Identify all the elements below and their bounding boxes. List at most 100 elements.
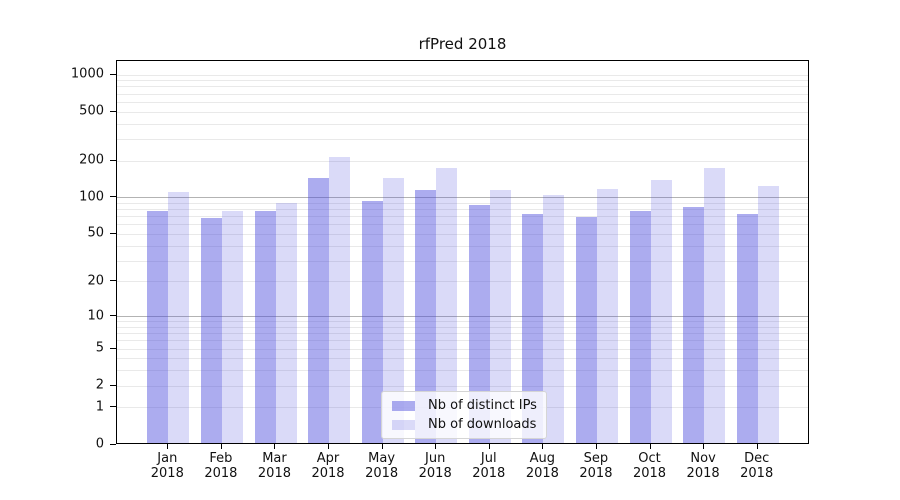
- bar-downloads: [168, 191, 190, 443]
- bar-distinct-ips: [468, 205, 490, 443]
- gridline: [117, 246, 808, 247]
- x-tick: [221, 444, 222, 449]
- y-tick-label: 20: [87, 273, 104, 289]
- y-tick: [110, 385, 116, 386]
- gridline: [117, 216, 808, 217]
- gridline: [117, 281, 808, 282]
- gridline: [117, 333, 808, 334]
- y-tick-label: 1: [95, 399, 104, 415]
- gridline: [117, 80, 808, 81]
- gridline: [117, 358, 808, 359]
- x-tick: [596, 444, 597, 449]
- y-tick: [110, 444, 116, 445]
- bar-distinct-ips: [575, 216, 597, 443]
- x-tick-label: Nov 2018: [686, 451, 720, 481]
- bar-distinct-ips: [308, 177, 329, 443]
- y-tick: [110, 74, 116, 75]
- x-tick-label: May 2018: [365, 451, 399, 481]
- gridline: [117, 327, 808, 328]
- y-tick-label: 0: [95, 436, 104, 452]
- legend-label-downloads: Nb of downloads: [428, 417, 537, 432]
- bar-downloads: [757, 185, 779, 443]
- gridline: [117, 75, 808, 76]
- bar-downloads: [650, 179, 672, 443]
- bar-distinct-ips: [683, 207, 705, 443]
- x-tick: [703, 444, 704, 449]
- bar-downloads: [596, 188, 618, 443]
- gridline: [117, 161, 808, 162]
- gridline-emphasis: [117, 316, 808, 317]
- x-tick-label: Mar 2018: [257, 451, 291, 481]
- bar-distinct-ips: [254, 210, 276, 443]
- legend-item-distinct-ips: Nb of distinct IPs: [392, 398, 537, 413]
- gridline: [117, 349, 808, 350]
- bar-downloads: [382, 178, 404, 443]
- bar-downloads: [704, 168, 726, 443]
- bar-distinct-ips: [736, 214, 758, 443]
- gridline: [117, 124, 808, 125]
- y-tick: [110, 280, 116, 281]
- legend: Nb of distinct IPs Nb of downloads: [381, 391, 547, 439]
- gridline: [117, 234, 808, 235]
- x-tick-label: Dec 2018: [740, 451, 774, 481]
- y-tick: [110, 111, 116, 112]
- legend-item-downloads: Nb of downloads: [392, 417, 536, 432]
- bar-distinct-ips: [415, 190, 437, 443]
- legend-swatch-distinct-ips-icon: [392, 400, 415, 411]
- x-tick: [650, 444, 651, 449]
- gridline: [117, 321, 808, 322]
- x-tick: [542, 444, 543, 449]
- bar-downloads: [221, 210, 243, 443]
- x-tick-label: Jan 2018: [150, 451, 184, 481]
- y-tick-label: 10: [87, 308, 104, 324]
- x-tick-label: Apr 2018: [311, 451, 345, 481]
- x-tick-label: Aug 2018: [525, 451, 559, 481]
- x-tick-label: Oct 2018: [632, 451, 667, 481]
- gridline: [117, 370, 808, 371]
- x-tick: [274, 444, 275, 449]
- y-tick: [110, 160, 116, 161]
- gridline: [117, 112, 808, 113]
- gridline-emphasis: [117, 197, 808, 198]
- gridline: [117, 139, 808, 140]
- x-tick: [382, 444, 383, 449]
- y-tick-label: 200: [79, 152, 104, 168]
- x-tick: [167, 444, 168, 449]
- plot-area: [116, 60, 809, 444]
- gridline: [117, 209, 808, 210]
- bar-downloads: [436, 167, 458, 443]
- bar-distinct-ips: [147, 210, 169, 443]
- x-tick-label: Sep 2018: [579, 451, 613, 481]
- bar-downloads: [329, 157, 350, 443]
- x-tick-label: Jun 2018: [418, 451, 452, 481]
- bar-downloads: [489, 190, 511, 443]
- gridline: [117, 224, 808, 225]
- y-tick-label: 100: [79, 189, 104, 205]
- x-tick-label: Feb 2018: [204, 451, 238, 481]
- y-tick-label: 5: [95, 340, 104, 356]
- x-tick: [489, 444, 490, 449]
- legend-label-distinct-ips: Nb of distinct IPs: [428, 398, 537, 413]
- gridline: [117, 94, 808, 95]
- bar-distinct-ips: [200, 218, 222, 443]
- y-tick: [110, 406, 116, 407]
- y-tick-label: 1000: [70, 66, 104, 82]
- y-tick-label: 2: [95, 377, 104, 393]
- bar-downloads: [275, 202, 297, 443]
- gridline: [117, 203, 808, 204]
- y-tick: [110, 196, 116, 197]
- x-tick: [757, 444, 758, 449]
- x-tick: [435, 444, 436, 449]
- gridline: [117, 261, 808, 262]
- y-tick: [110, 233, 116, 234]
- y-tick: [110, 348, 116, 349]
- y-tick: [110, 315, 116, 316]
- y-tick-label: 50: [87, 225, 104, 241]
- legend-swatch-downloads-icon: [392, 419, 415, 430]
- chart-title: rfPred 2018: [418, 35, 507, 53]
- gridline: [117, 386, 808, 387]
- gridline: [117, 340, 808, 341]
- x-tick-label: Jul 2018: [472, 451, 506, 481]
- x-tick: [328, 444, 329, 449]
